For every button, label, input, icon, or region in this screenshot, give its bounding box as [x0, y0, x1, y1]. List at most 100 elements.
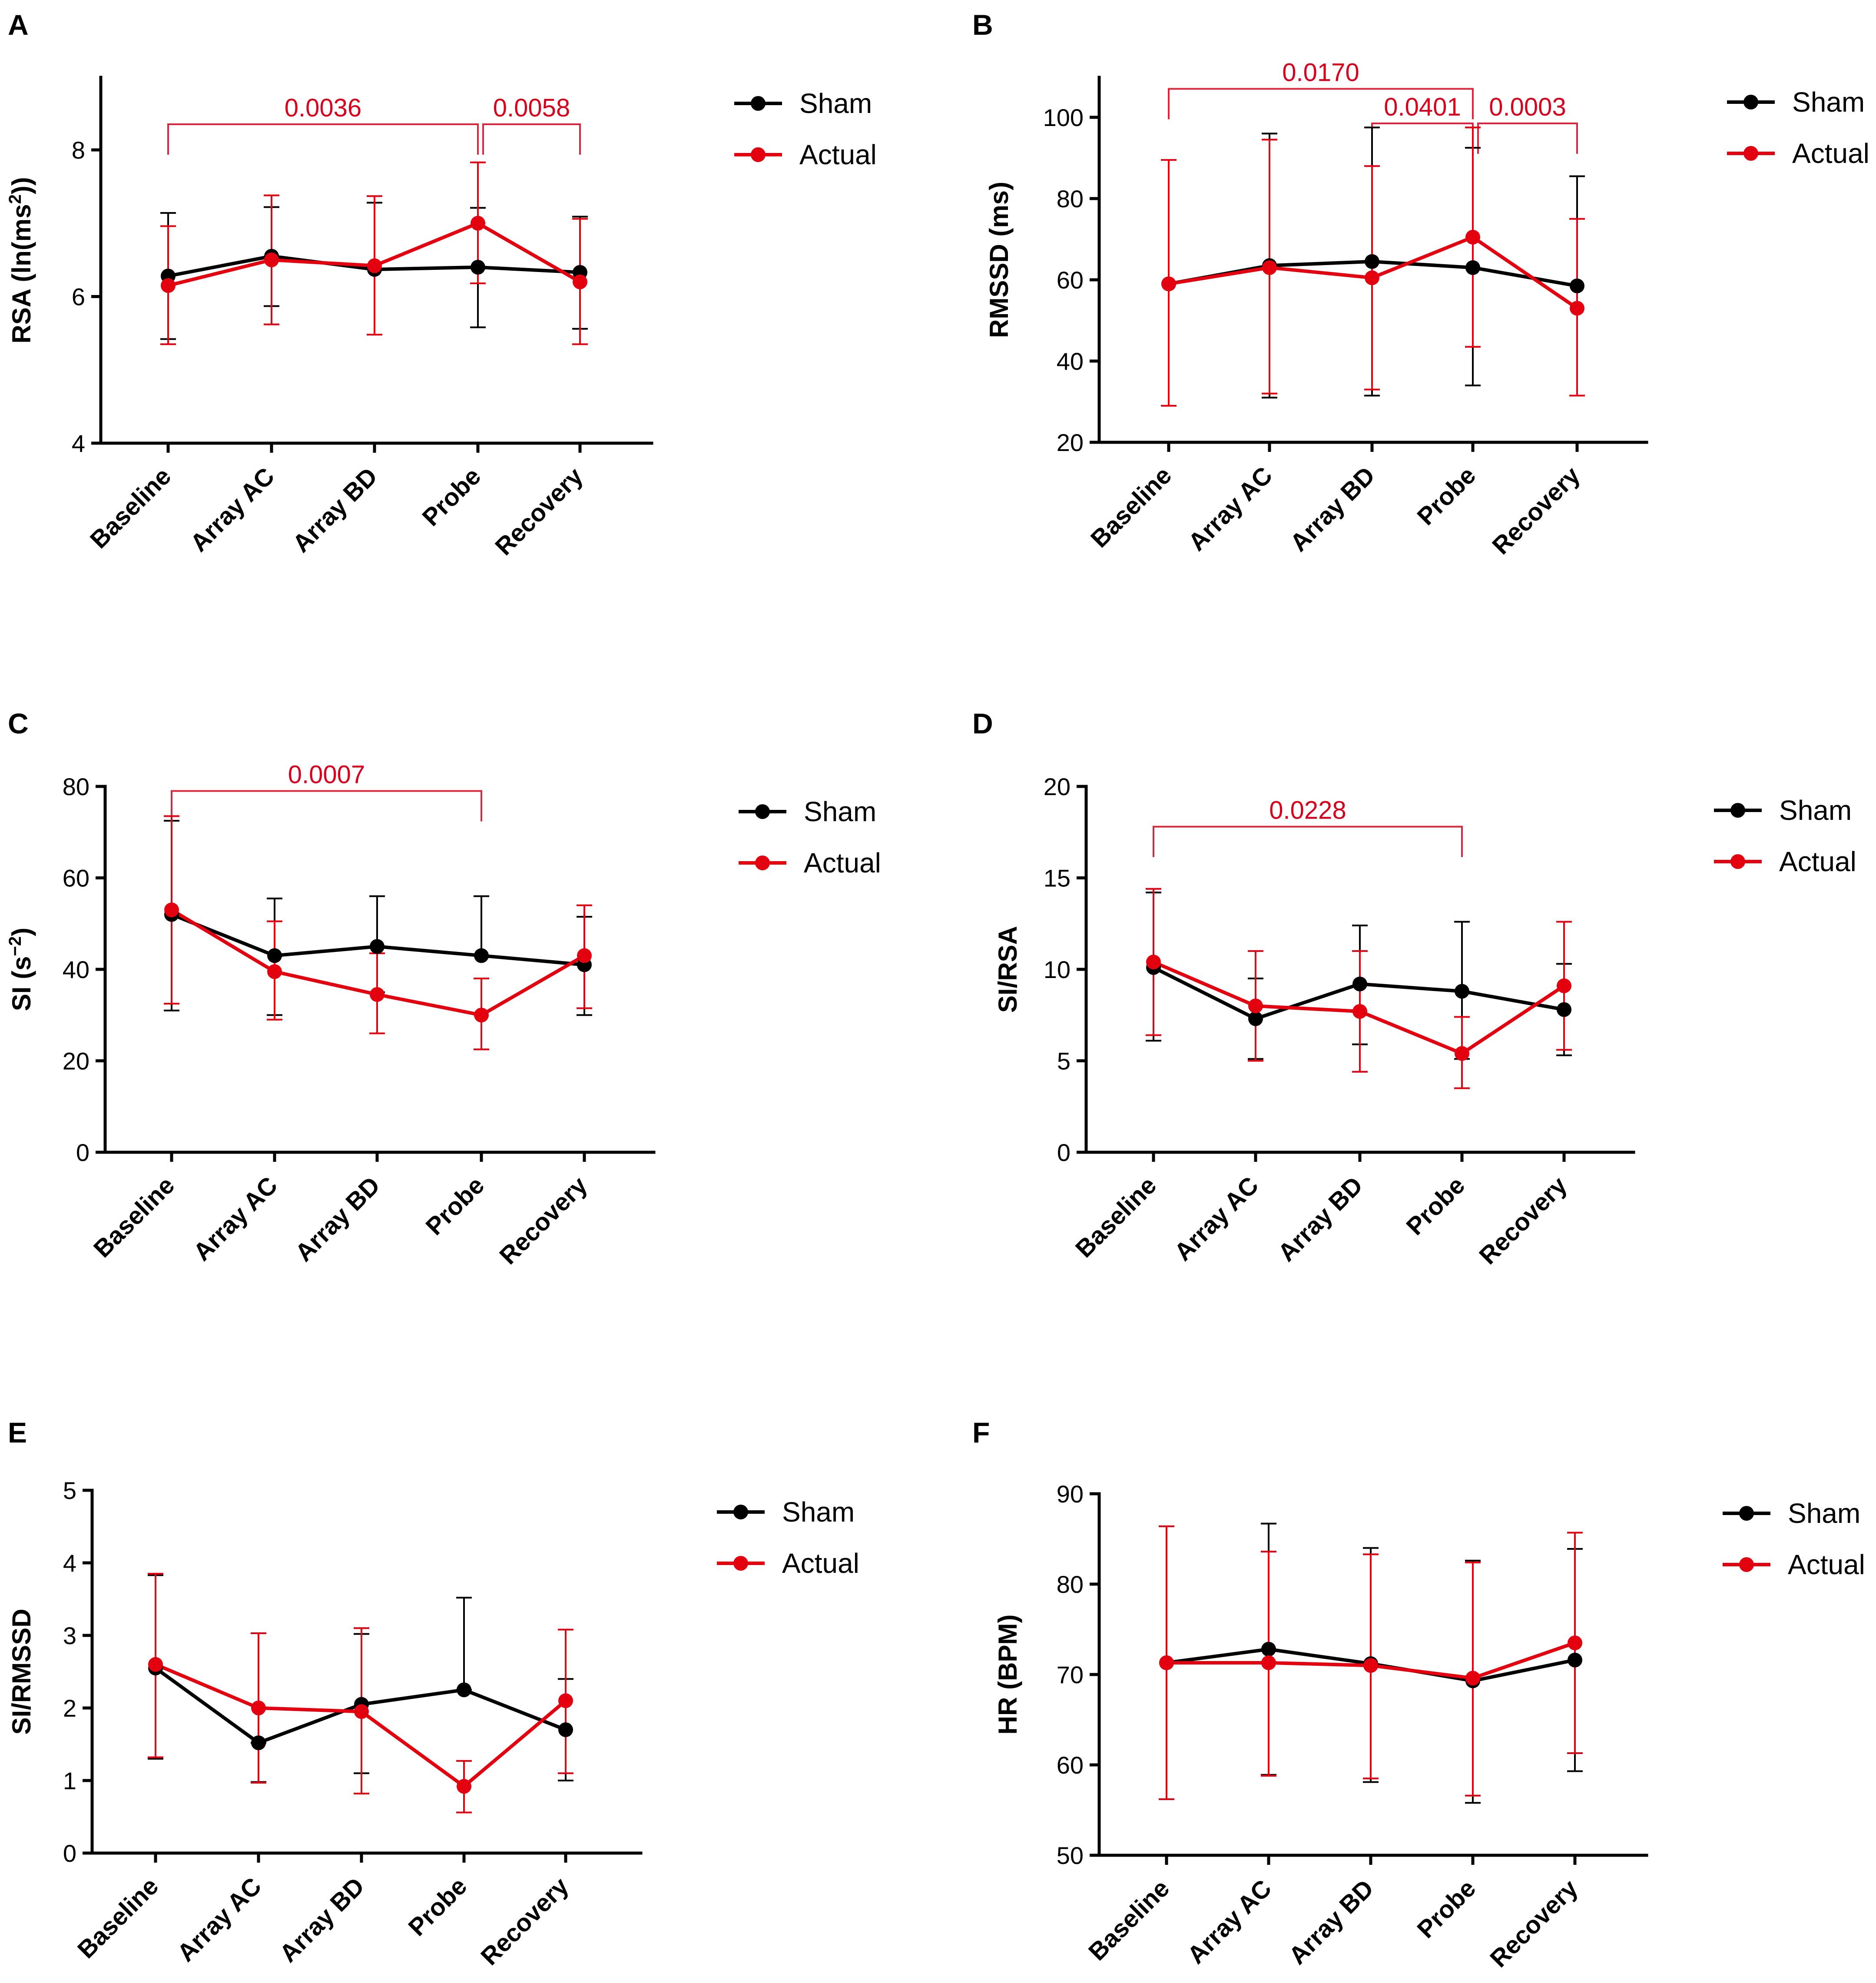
- data-point-actual: [264, 252, 279, 268]
- panel-letter: B: [972, 9, 993, 41]
- data-point-actual: [161, 278, 176, 293]
- data-point-actual: [367, 258, 382, 273]
- y-tick-label: 4: [72, 430, 85, 457]
- data-point-sham: [1352, 976, 1367, 992]
- y-tick-label: 60: [1057, 1751, 1084, 1779]
- legend-swatch-marker: [755, 856, 770, 870]
- data-point-actual: [1557, 978, 1571, 993]
- y-tick-label: 80: [63, 773, 89, 800]
- data-point-sham: [1455, 984, 1469, 999]
- x-tick-label: Array AC: [188, 1171, 283, 1266]
- panel-B: B 20 40 60 80 100 Baseline Array AC Array BD Prob…: [972, 9, 1869, 560]
- data-point-sham: [457, 1682, 471, 1698]
- legend-swatch-marker: [1743, 146, 1758, 161]
- legend-label: Sham: [1792, 86, 1865, 118]
- panel-letter: A: [8, 9, 29, 41]
- y-axis-title: HR (BPM): [993, 1615, 1022, 1735]
- data-point-actual: [1365, 270, 1379, 285]
- legend-swatch-marker: [1739, 1506, 1754, 1521]
- legend-swatch-marker: [755, 804, 770, 819]
- x-tick-label: Probe: [417, 462, 486, 531]
- x-tick-label: Baseline: [72, 1872, 164, 1964]
- data-point-sham: [1365, 254, 1379, 269]
- significance-bracket: [1477, 123, 1578, 154]
- y-tick-label: 20: [63, 1048, 89, 1075]
- significance-bracket: [1168, 88, 1474, 119]
- data-point-actual: [573, 274, 587, 289]
- x-tick-label: Baseline: [1085, 461, 1177, 553]
- data-point-sham: [1568, 1652, 1582, 1668]
- x-tick-label: Recovery: [490, 462, 588, 561]
- significance-bracket: [1153, 826, 1463, 857]
- data-point-actual: [148, 1657, 163, 1672]
- p-value-label: 0.0007: [288, 761, 365, 789]
- x-tick-label: Array BD: [1283, 1874, 1379, 1970]
- data-point-actual: [1261, 1655, 1276, 1670]
- panel-E: E 0 1 2 3 4 5 Baseline Array AC Array BD Probe Reco…: [7, 1416, 859, 1971]
- legend-label: Actual: [1792, 138, 1869, 169]
- y-axis-title: RMSSD (ms): [984, 182, 1014, 338]
- x-tick-label: Recovery: [494, 1171, 593, 1270]
- p-value-label: 0.0170: [1282, 59, 1359, 87]
- x-tick-label: Probe: [1401, 1171, 1470, 1240]
- data-point-actual: [1352, 1004, 1367, 1019]
- y-tick-label: 60: [63, 865, 89, 892]
- y-tick-label: 15: [1044, 865, 1071, 892]
- data-point-sham: [1557, 1002, 1571, 1017]
- y-tick-label: 70: [1057, 1661, 1084, 1688]
- data-point-sham: [1570, 279, 1584, 294]
- data-point-actual: [457, 1779, 471, 1794]
- x-tick-label: Recovery: [1487, 461, 1585, 560]
- data-point-actual: [164, 902, 179, 918]
- data-point-sham: [1261, 1641, 1276, 1657]
- data-point-sham: [1465, 260, 1480, 275]
- data-point-actual: [558, 1693, 573, 1708]
- p-value-label: 0.0058: [493, 94, 570, 122]
- data-point-actual: [370, 987, 384, 1002]
- x-tick-label: Baseline: [88, 1171, 180, 1263]
- y-tick-label: 2: [63, 1695, 76, 1722]
- x-tick-label: Probe: [1412, 461, 1481, 531]
- data-point-actual: [1465, 1671, 1480, 1686]
- x-tick-label: Array AC: [185, 462, 280, 557]
- y-tick-label: 4: [63, 1549, 76, 1577]
- significance-bracket: [167, 123, 479, 155]
- x-tick-label: Recovery: [1485, 1874, 1583, 1973]
- data-point-actual: [1570, 301, 1584, 316]
- legend-swatch-marker: [1730, 854, 1745, 869]
- y-tick-label: 5: [1057, 1048, 1071, 1075]
- series-sham: [1146, 892, 1572, 1060]
- x-tick-label: Probe: [403, 1872, 472, 1941]
- y-tick-label: 3: [63, 1622, 76, 1649]
- x-tick-label: Array AC: [1183, 461, 1278, 556]
- panel-letter: C: [8, 707, 29, 739]
- y-axis-title: SI (s−2): [6, 928, 36, 1011]
- x-tick-label: Probe: [1412, 1874, 1481, 1943]
- y-tick-label: 8: [72, 136, 85, 164]
- y-tick-label: 50: [1057, 1842, 1084, 1869]
- panel-D: D 0 5 10 15 20 Baseline Array AC Array BD Probe Re…: [972, 707, 1856, 1270]
- y-tick-label: 40: [1057, 348, 1084, 375]
- legend-swatch-marker: [733, 1505, 748, 1519]
- y-tick-label: 1: [63, 1767, 76, 1794]
- significance-bracket: [171, 790, 482, 822]
- panel-letter: E: [8, 1416, 27, 1449]
- series-actual: [160, 161, 588, 345]
- data-point-actual: [1465, 229, 1480, 245]
- data-point-sham: [474, 948, 489, 963]
- panel-A: A 4 6 8 Baseline Array AC Array BD Probe Recover…: [6, 9, 877, 561]
- x-tick-label: Array AC: [1169, 1171, 1264, 1266]
- y-tick-label: 80: [1057, 1571, 1084, 1598]
- y-tick-label: 0: [1057, 1139, 1071, 1166]
- legend-swatch-marker: [733, 1556, 748, 1571]
- data-point-sham: [1248, 1011, 1263, 1026]
- x-tick-label: Array AC: [1182, 1874, 1277, 1969]
- data-point-actual: [1146, 955, 1161, 970]
- x-tick-label: Array BD: [290, 1171, 385, 1267]
- panel-letter: F: [972, 1416, 990, 1449]
- data-point-sham: [251, 1735, 266, 1751]
- x-tick-label: Array BD: [1273, 1171, 1368, 1267]
- legend-label: Actual: [782, 1548, 859, 1579]
- data-point-actual: [474, 1008, 489, 1023]
